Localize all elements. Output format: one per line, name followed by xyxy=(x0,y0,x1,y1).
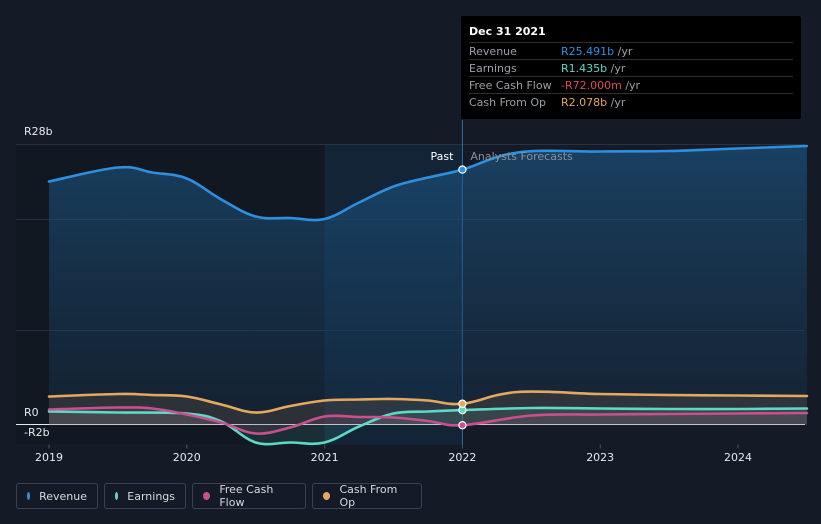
legend-item-revenue[interactable]: Revenue xyxy=(16,483,98,509)
legend-dot-icon xyxy=(115,492,118,500)
tooltip-value-text: R1.435b xyxy=(561,62,607,75)
x-tick-label: 2019 xyxy=(35,451,63,464)
forecast-label: Analysts Forecasts xyxy=(470,150,573,163)
tooltip-value-text: -R72.000m xyxy=(561,79,622,92)
tooltip-unit: /yr xyxy=(618,45,633,58)
legend-label: Cash From Op xyxy=(339,483,411,509)
tooltip-unit: /yr xyxy=(625,79,640,92)
legend-label: Revenue xyxy=(39,490,87,503)
tooltip-value: R2.078b /yr xyxy=(561,96,625,109)
x-tick-label: 2022 xyxy=(448,451,476,464)
tooltip-value-text: R25.491b xyxy=(561,45,614,58)
legend-label: Free Cash Flow xyxy=(219,483,295,509)
tooltip-unit: /yr xyxy=(611,96,626,109)
past-label: Past xyxy=(430,150,454,163)
x-tick-label: 2024 xyxy=(724,451,752,464)
legend-dot-icon xyxy=(323,492,330,500)
data-point-free-cash-flow xyxy=(459,422,466,429)
chart-legend: Revenue Earnings Free Cash Flow Cash Fro… xyxy=(16,483,422,511)
series-area-revenue xyxy=(49,146,807,425)
legend-dot-icon xyxy=(203,492,210,500)
y-axis-zero-label: R0 xyxy=(24,406,39,419)
tooltip-row-free-cash-flow: Free Cash Flow -R72.000m /yr xyxy=(469,76,793,94)
legend-item-cash-from-op[interactable]: Cash From Op xyxy=(312,483,422,509)
tooltip-label: Earnings xyxy=(469,62,517,75)
tooltip-row-cash-from-op: Cash From Op R2.078b /yr xyxy=(469,93,793,111)
y-axis-top-label: R28b xyxy=(24,125,53,138)
legend-item-free-cash-flow[interactable]: Free Cash Flow xyxy=(192,483,306,509)
tooltip-unit: /yr xyxy=(611,62,626,75)
x-tick-label: 2021 xyxy=(311,451,339,464)
tooltip-value: R1.435b /yr xyxy=(561,62,625,75)
data-tooltip: Dec 31 2021 Revenue R25.491b /yr Earning… xyxy=(461,16,801,119)
x-tick-label: 2020 xyxy=(173,451,201,464)
tooltip-label: Free Cash Flow xyxy=(469,79,552,92)
tooltip-row-revenue: Revenue R25.491b /yr xyxy=(469,42,793,60)
tooltip-label: Revenue xyxy=(469,45,517,58)
data-point-revenue xyxy=(459,166,466,173)
tooltip-row-earnings: Earnings R1.435b /yr xyxy=(469,59,793,77)
legend-item-earnings[interactable]: Earnings xyxy=(104,483,186,509)
legend-dot-icon xyxy=(27,492,30,500)
tooltip-value: -R72.000m /yr xyxy=(561,79,640,92)
x-tick-label: 2023 xyxy=(586,451,614,464)
tooltip-date: Dec 31 2021 xyxy=(469,25,546,38)
tooltip-label: Cash From Op xyxy=(469,96,546,109)
tooltip-value-text: R2.078b xyxy=(561,96,607,109)
tooltip-value: R25.491b /yr xyxy=(561,45,632,58)
y-axis-bottom-label: -R2b xyxy=(24,426,50,439)
legend-label: Earnings xyxy=(127,490,175,503)
data-point-cash-from-op xyxy=(459,400,466,407)
